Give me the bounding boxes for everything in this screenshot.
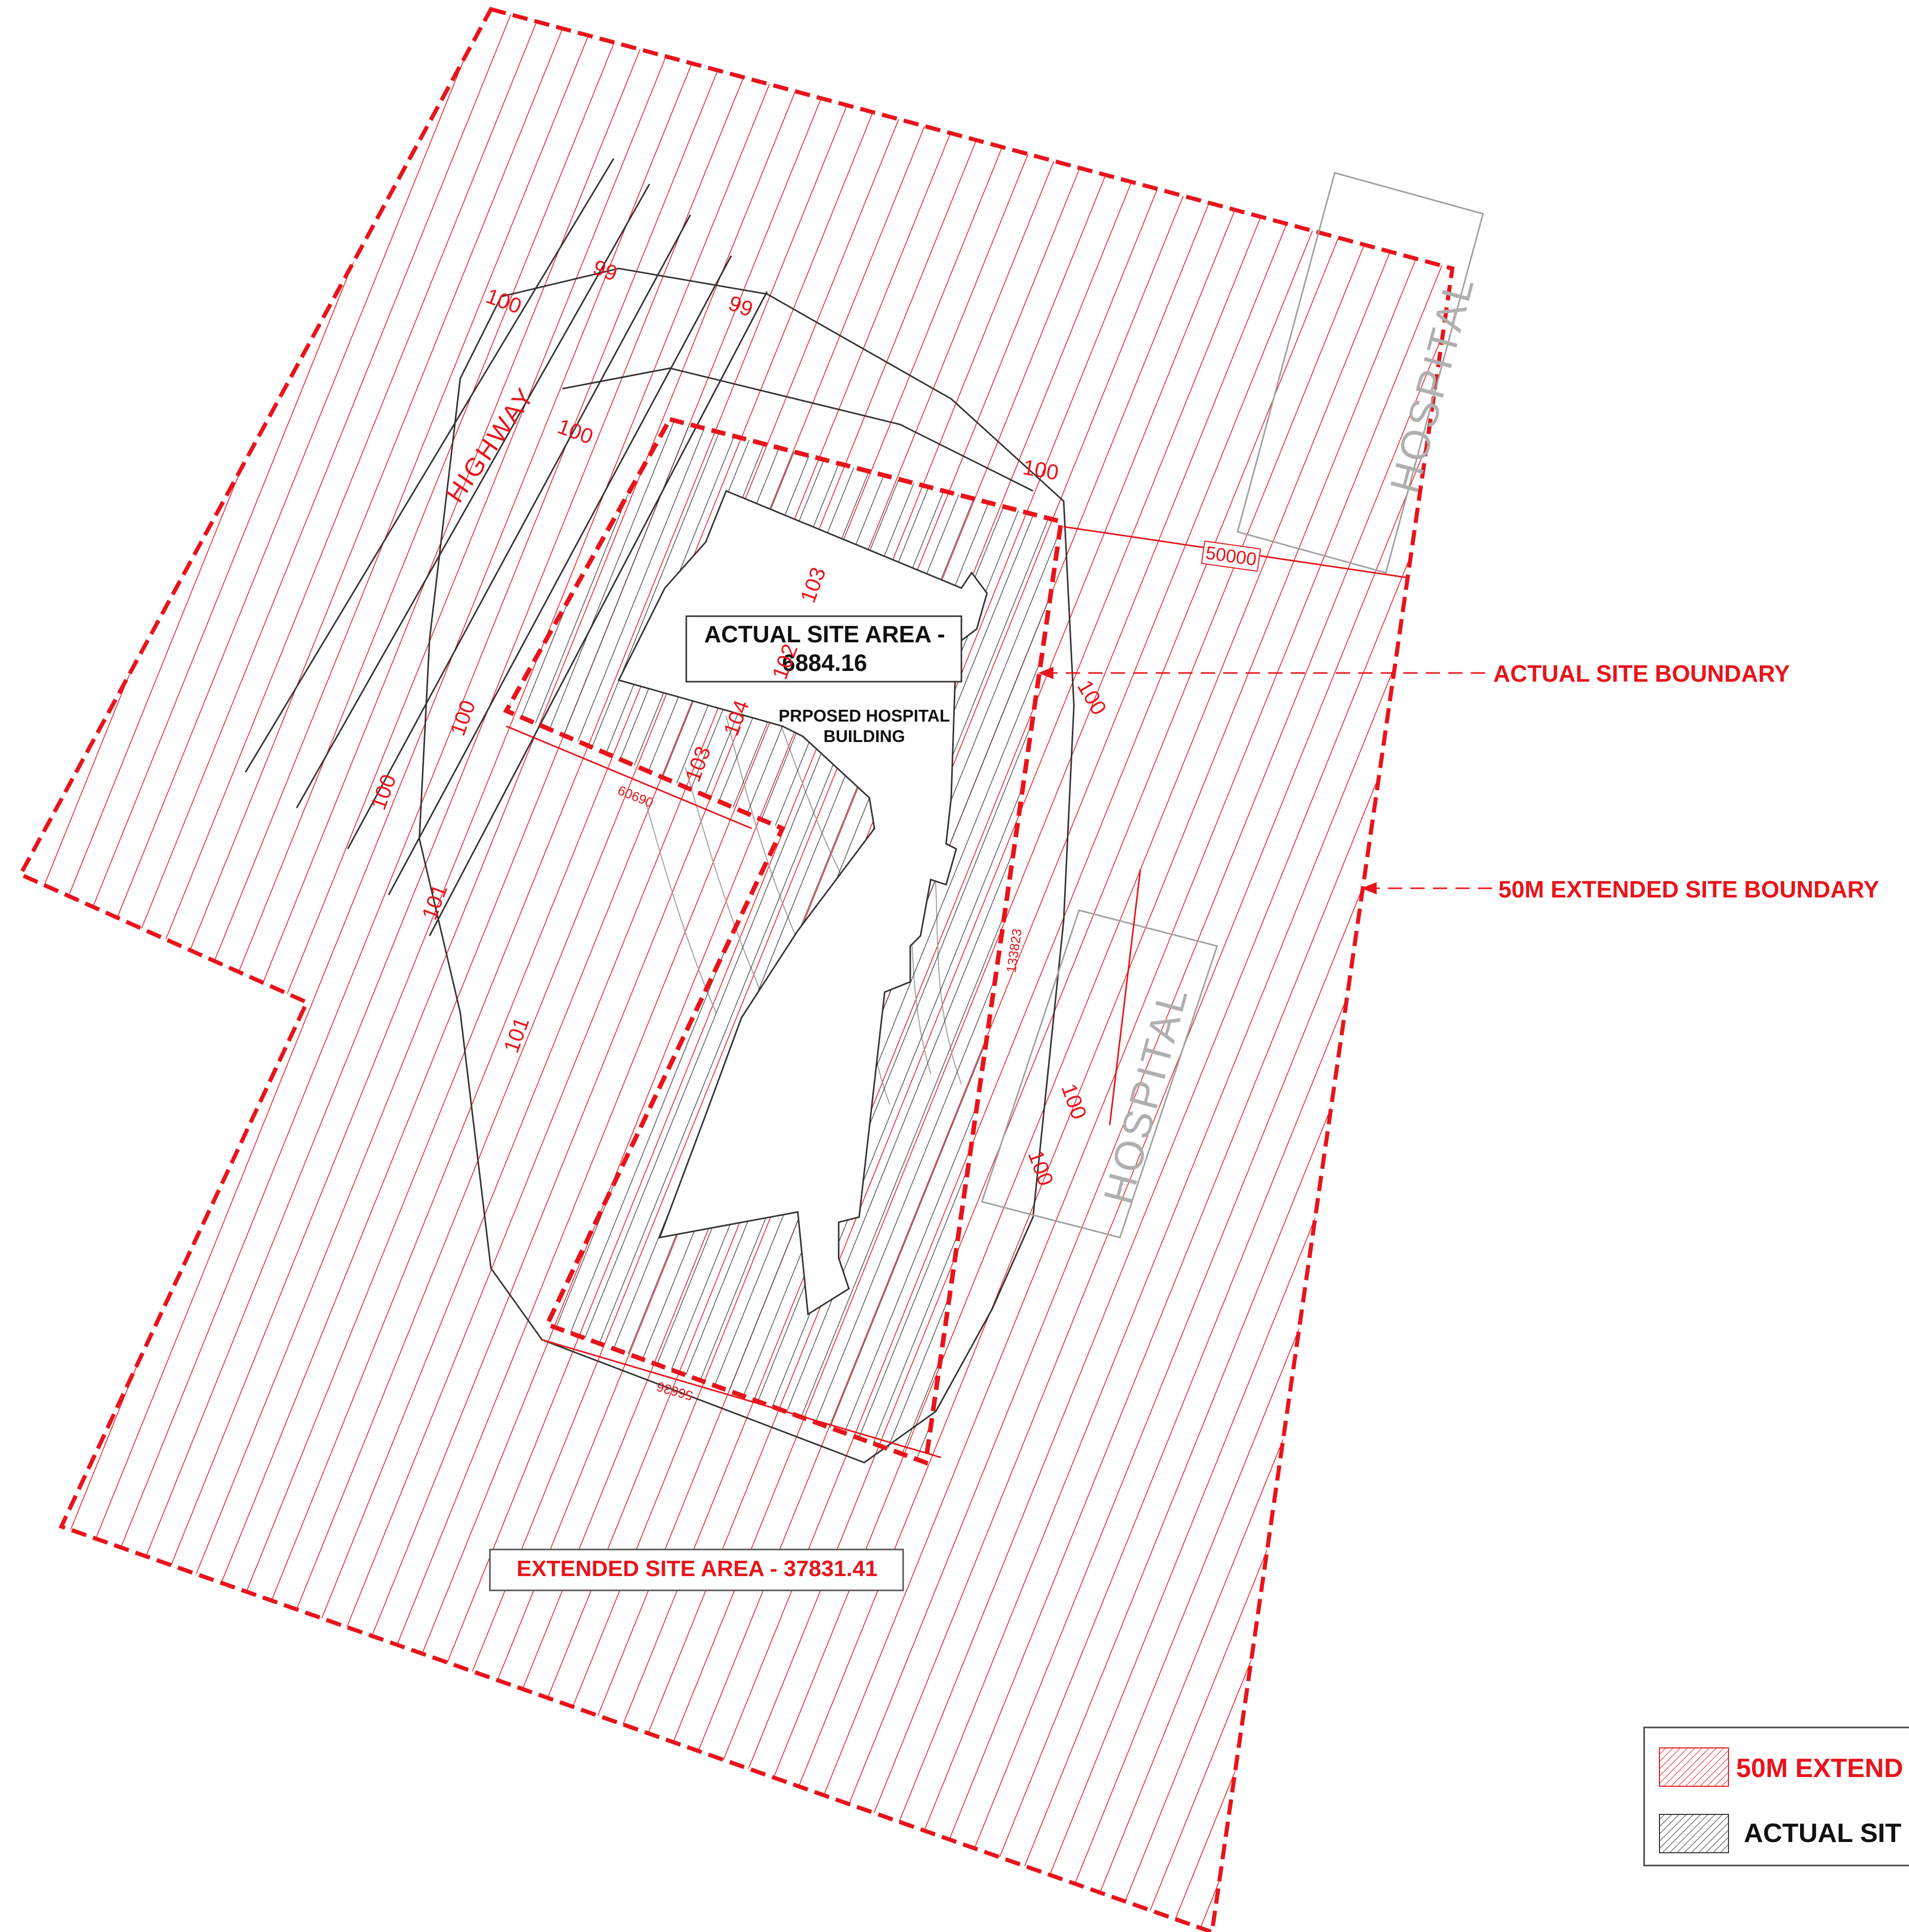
neighbour-hospitals [981,172,1484,1239]
legend [1643,1726,1909,1867]
building-line1: PRPOSED HOSPITAL [778,706,950,725]
actual-site-area-line1: ACTUAL SITE AREA - [704,621,946,647]
actual-site-boundary-label: ACTUAL SITE BOUNDARY [1493,660,1790,687]
extended-boundary-line [17,7,1455,1932]
actual-site-area-line2: 6884.16 [782,649,867,676]
actual-area-box [685,615,962,683]
actual-boundary-line [503,416,1064,1466]
proposed-building [617,490,988,1316]
actual-site-area-label: ACTUAL SITE AREA - 6884.16 [688,620,961,677]
legend-swatch-actual [1659,1814,1729,1853]
legend-item-extended: 50M EXTEND [1736,1754,1903,1783]
extended-boundary-label: 50M EXTENDED SITE BOUNDARY [1498,876,1879,903]
extended-area-box [489,1548,904,1591]
building-label: PRPOSED HOSPITAL BUILDING [757,706,972,747]
legend-item-actual: ACTUAL SIT [1744,1818,1902,1848]
leader-arrows [1038,667,1377,894]
leader-lines [1043,672,1498,889]
legend-swatch-extended [1659,1747,1729,1787]
building-line2: BUILDING [823,727,905,746]
extended-site-area-label: EXTENDED SITE AREA - 37831.41 [516,1556,878,1581]
